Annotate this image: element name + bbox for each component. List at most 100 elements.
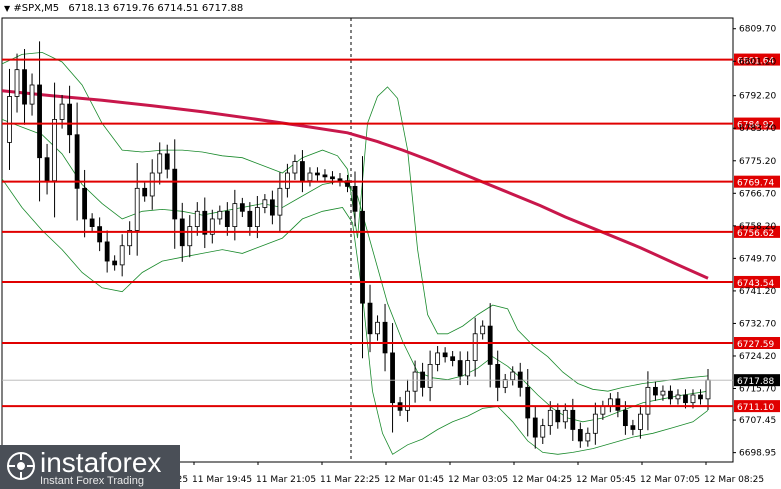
candles <box>7 41 711 449</box>
candle-body <box>405 390 410 411</box>
candle-body <box>74 134 80 189</box>
candle-body <box>22 69 27 105</box>
candle-body <box>337 178 343 182</box>
candle-body <box>532 417 538 438</box>
price-tick-label: 6766.70 <box>739 189 776 199</box>
candle-body <box>360 210 365 304</box>
bollinger-bands <box>1 51 709 455</box>
candle-body <box>495 363 501 388</box>
support-resistance-levels: 6801.64 6784.92 6769.74 6756.62 6743.54 6727.… <box>2 53 780 413</box>
ohlc-values: 6718.13 6719.76 6714.51 6717.88 <box>68 3 244 14</box>
candle-body <box>322 174 328 178</box>
level-label-box <box>734 53 780 66</box>
price-tick-label: 6758.20 <box>739 222 776 232</box>
current-price-box <box>734 374 780 387</box>
candle-body <box>375 321 380 335</box>
candle-body <box>59 103 65 120</box>
time-tick-label: 12 Mar 01:45 <box>384 475 444 485</box>
candle-body <box>67 103 72 136</box>
level-label-box <box>734 225 780 238</box>
time-tick-label: 12 Mar 04:25 <box>512 475 572 485</box>
candle-body <box>585 432 591 442</box>
bollinger-lower-line <box>1 178 709 455</box>
candle-body <box>119 245 125 266</box>
level-label-box <box>734 175 780 188</box>
price-tick-label: 6749.70 <box>739 254 776 264</box>
candle-body <box>592 413 598 434</box>
candle-body <box>577 429 583 442</box>
candle-body <box>7 96 12 143</box>
candle-body <box>217 210 223 220</box>
candle-body <box>89 218 95 228</box>
time-tick-label: 12 Mar 05:45 <box>576 475 636 485</box>
price-tick-label: 6724.20 <box>739 352 776 362</box>
price-tick-label: 6801.20 <box>739 57 776 67</box>
candle-body <box>465 360 471 377</box>
brand-name: instaforex <box>40 447 162 478</box>
candle-body <box>562 409 568 423</box>
level-label: 6727.59 <box>737 340 774 350</box>
price-tick-label: 6732.70 <box>739 319 776 329</box>
level-label: 6801.64 <box>737 57 774 67</box>
candle-body <box>97 226 103 243</box>
time-tick-label: 11 Mar 19:45 <box>192 475 252 485</box>
candle-body <box>442 352 448 358</box>
candle-body <box>457 360 463 377</box>
candle-body <box>149 172 155 197</box>
candle-body <box>683 394 688 404</box>
level-label: 6756.62 <box>737 229 774 239</box>
candle-body <box>112 260 118 266</box>
candle-body <box>517 371 523 388</box>
candle-body <box>435 352 441 365</box>
candle-body <box>269 199 275 216</box>
candle-body <box>487 325 493 365</box>
candle-body <box>420 371 425 388</box>
symbol-label: #SPX,M5 <box>13 3 60 14</box>
time-tick-label: 12 Mar 08:25 <box>704 475 764 485</box>
candle-body <box>645 386 651 415</box>
candle-body <box>660 390 666 396</box>
candle-body <box>37 84 42 159</box>
candle-body <box>300 161 305 182</box>
level-label-box <box>734 400 780 413</box>
candle-body <box>547 409 553 427</box>
candle-body <box>555 409 561 423</box>
chart-frame <box>1 17 734 463</box>
candle-body <box>104 241 110 262</box>
price-tick-label: 6783.70 <box>739 124 776 134</box>
candle-body <box>698 394 703 400</box>
candle-body <box>330 176 335 180</box>
header-arrow-icon: ▼ <box>4 4 11 13</box>
candle-body <box>653 386 658 396</box>
candle-body <box>247 210 253 228</box>
candle-body <box>510 371 516 381</box>
candle-body <box>450 356 456 361</box>
candle-body <box>480 325 486 335</box>
candle-body <box>254 207 260 228</box>
candle-body <box>239 203 245 212</box>
candle-body <box>262 199 268 208</box>
time-tick-label: 12 Mar 03:05 <box>448 475 508 485</box>
level-label: 6743.54 <box>737 279 774 289</box>
chart-header: ▼ #SPX,M5 6718.13 6719.76 6714.51 6717.8… <box>4 3 243 14</box>
price-tick-label: 6741.20 <box>739 287 776 297</box>
candle-body <box>382 321 388 354</box>
candle-body <box>472 333 478 361</box>
candle-body <box>292 161 298 174</box>
candle-body <box>600 406 606 415</box>
price-tick-label: 6792.20 <box>739 92 776 102</box>
candle-body <box>127 230 133 247</box>
candle-body <box>540 425 546 438</box>
candle-body <box>29 84 35 105</box>
candle-body <box>390 352 395 404</box>
level-label: 6711.10 <box>737 403 774 413</box>
candle-body <box>615 398 621 411</box>
candle-body <box>157 153 163 174</box>
brand-tagline: Instant Forex Trading <box>40 475 144 487</box>
level-label-box <box>734 337 780 350</box>
candle-body <box>187 226 193 247</box>
instaforex-logo-icon <box>7 452 35 480</box>
instaforex-watermark: instaforex Instant Forex Trading <box>0 445 180 489</box>
price-tick-label: 6775.20 <box>739 157 776 167</box>
